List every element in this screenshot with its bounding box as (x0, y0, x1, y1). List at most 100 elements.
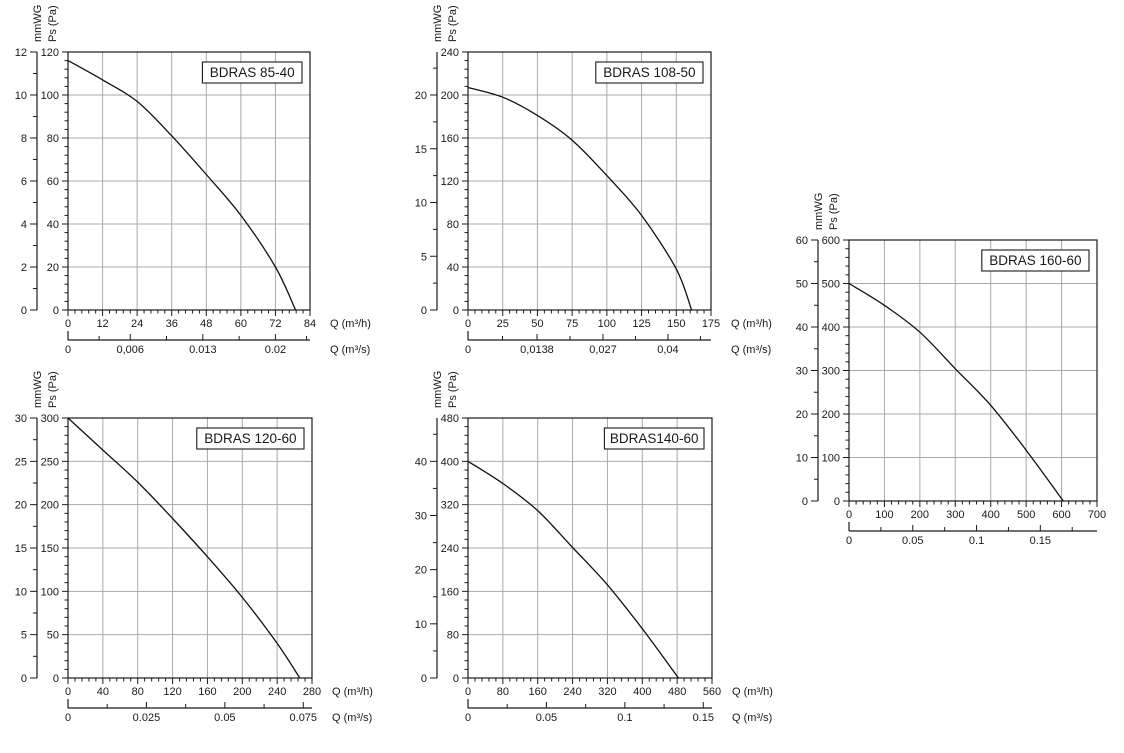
gridlines (68, 52, 310, 310)
y-axis-mmwg: 0 5 10 15 20 (415, 52, 438, 317)
mmwg-tick-label: 5 (421, 251, 427, 263)
ps-tick-label: 300 (41, 413, 59, 425)
q-m3h-tick-label: 240 (268, 686, 286, 698)
ps-tick-label: 160 (441, 133, 459, 145)
chart-bdras-120-60: 0 50 100 150 200 250 300 Ps (Pa) 0 5 10 15 20 25 30 mmW… (0, 368, 392, 748)
ps-tick-label: 200 (441, 90, 459, 102)
q-m3h-tick-label: 600 (1052, 509, 1070, 521)
ps-tick-label: 40 (447, 262, 459, 274)
ps-axis-title: Ps (Pa) (447, 371, 459, 408)
q-m3h-tick-label: 200 (911, 509, 929, 521)
fan-curve (848, 282, 1064, 502)
y-axis-mmwg: 0 10 20 30 40 (415, 418, 438, 685)
q-m3h-tick-label: 280 (303, 686, 321, 698)
mmwg-tick-label: 20 (415, 90, 427, 102)
chart-title: BDRAS 160-60 (989, 253, 1081, 268)
ps-tick-label: 0 (53, 673, 59, 685)
q-m3s-tick-label: 0.025 (133, 712, 161, 724)
q-m3s-tick-label: 0.1 (969, 535, 984, 547)
x-axis-m3s: 0 0,0138 0,027 0,04 Q (m³/s) (465, 331, 771, 356)
mmwg-tick-label: 4 (21, 219, 27, 231)
q-m3h-tick-label: 25 (497, 318, 509, 330)
x-axis-m3s: 0 0.05 0.1 0.15 Q (m³/s) (465, 699, 772, 724)
fan-curve-svg-bdras-108-50: 0 40 80 120 160 200 240 Ps (Pa) 0 5 10 15 20 mmWG 0 25 5… (415, 5, 772, 356)
mmwg-tick-label: 10 (796, 453, 808, 465)
fan-curve-svg-bdras-140-60: 0 80 160 240 320 400 480 Ps (Pa) 0 10 20 30 40 mmWG 0 8… (415, 371, 773, 724)
ps-tick-label: 320 (441, 500, 459, 512)
mmwg-tick-label: 30 (15, 413, 27, 425)
gridlines (468, 52, 711, 310)
ps-tick-label: 120 (441, 176, 459, 188)
q-m3h-tick-label: 240 (563, 686, 581, 698)
ps-axis-title: Ps (Pa) (47, 5, 59, 42)
q-m3s-tick-label: 0 (65, 712, 71, 724)
q-m3s-tick-label: 0,006 (116, 344, 144, 356)
mmwg-tick-label: 12 (15, 47, 27, 59)
y-axis-ps-pa: 0 100 200 300 400 500 600 (822, 235, 849, 508)
y-axis-ps-pa: 0 40 80 120 160 200 240 (441, 47, 468, 317)
ps-tick-label: 50 (47, 630, 59, 642)
chart-title-box: BDRAS 160-60 (981, 249, 1090, 272)
q-m3s-tick-label: 0.013 (189, 344, 217, 356)
ps-axis-title: Ps (Pa) (447, 5, 459, 42)
q-m3s-tick-label: 0.02 (265, 344, 286, 356)
q-m3h-tick-label: 400 (982, 509, 1000, 521)
q-m3s-tick-label: 0 (846, 535, 852, 547)
x-axis-m3h: 0 12 24 36 48 60 72 84 Q (m³/h) (65, 310, 371, 330)
q-m3s-axis-title: Q (m³/s) (731, 344, 771, 356)
mmwg-tick-label: 15 (415, 144, 427, 156)
gridlines (849, 240, 1097, 501)
mmwg-tick-label: 8 (21, 133, 27, 145)
chart-title: BDRAS 85-40 (210, 65, 295, 80)
y-axis-mmwg: 0 2 4 6 8 10 12 (15, 47, 38, 317)
mmwg-tick-label: 50 (796, 279, 808, 291)
ps-tick-label: 250 (41, 456, 59, 468)
x-axis-m3h: 0 100 200 300 400 500 600 700 (846, 501, 1106, 521)
ps-tick-label: 0 (834, 496, 840, 508)
mmwg-axis-title: mmWG (432, 5, 444, 42)
mmwg-axis-title: mmWG (432, 371, 444, 408)
gridlines (468, 418, 712, 678)
x-axis-m3s: 0 0,006 0.013 0.02 Q (m³/s) (65, 331, 370, 356)
ps-tick-label: 400 (822, 322, 840, 334)
mmwg-tick-label: 20 (796, 409, 808, 421)
q-m3h-tick-label: 160 (529, 686, 547, 698)
chart-bdras-108-50: 0 40 80 120 160 200 240 Ps (Pa) 0 5 10 15 20 mmWG 0 25 5… (400, 0, 792, 366)
ps-tick-label: 0 (453, 305, 459, 317)
fan-curve (67, 60, 297, 311)
q-m3s-tick-label: 0,0138 (520, 344, 554, 356)
q-m3s-tick-label: 0.15 (1030, 535, 1051, 547)
ps-tick-label: 100 (822, 453, 840, 465)
q-m3s-tick-label: 0.15 (693, 712, 714, 724)
mmwg-tick-label: 0 (421, 673, 427, 685)
q-m3h-tick-label: 160 (198, 686, 216, 698)
mmwg-tick-label: 5 (21, 630, 27, 642)
q-m3h-tick-label: 36 (166, 318, 178, 330)
q-m3h-tick-label: 700 (1088, 509, 1106, 521)
q-m3h-tick-label: 75 (566, 318, 578, 330)
ps-tick-label: 200 (822, 409, 840, 421)
chart-title-box: BDRAS 85-40 (201, 61, 303, 84)
ps-tick-label: 20 (47, 262, 59, 274)
y-axis-ps-pa: 0 80 160 240 320 400 480 (441, 413, 468, 685)
q-m3h-tick-label: 500 (1017, 509, 1035, 521)
y-axis-mmwg: 0 10 20 30 40 50 60 (796, 235, 819, 508)
q-m3h-tick-label: 560 (703, 686, 721, 698)
chart-bdras-140-60: 0 80 160 240 320 400 480 Ps (Pa) 0 10 20 30 40 mmWG 0 8… (400, 368, 792, 748)
q-m3s-tick-label: 0 (465, 712, 471, 724)
mmwg-tick-label: 20 (415, 565, 427, 577)
y-axis-ps-pa: 0 20 40 60 80 100 120 (41, 47, 68, 317)
mmwg-tick-label: 0 (421, 305, 427, 317)
q-m3h-tick-label: 0 (65, 686, 71, 698)
x-axis-m3s: 0 0.025 0.05 0.075 Q (m³/s) (65, 699, 372, 724)
q-m3h-tick-label: 480 (668, 686, 686, 698)
q-m3h-tick-label: 0 (465, 686, 471, 698)
q-m3h-axis-title: Q (m³/h) (731, 318, 772, 330)
x-axis-m3h: 0 25 50 75 100 125 150 175 Q (m³/h) (465, 310, 772, 330)
mmwg-tick-label: 10 (15, 90, 27, 102)
y-axis-ps-pa: 0 50 100 150 200 250 300 (41, 413, 68, 685)
q-m3h-tick-label: 100 (598, 318, 616, 330)
ps-tick-label: 60 (47, 176, 59, 188)
q-m3h-tick-label: 80 (132, 686, 144, 698)
